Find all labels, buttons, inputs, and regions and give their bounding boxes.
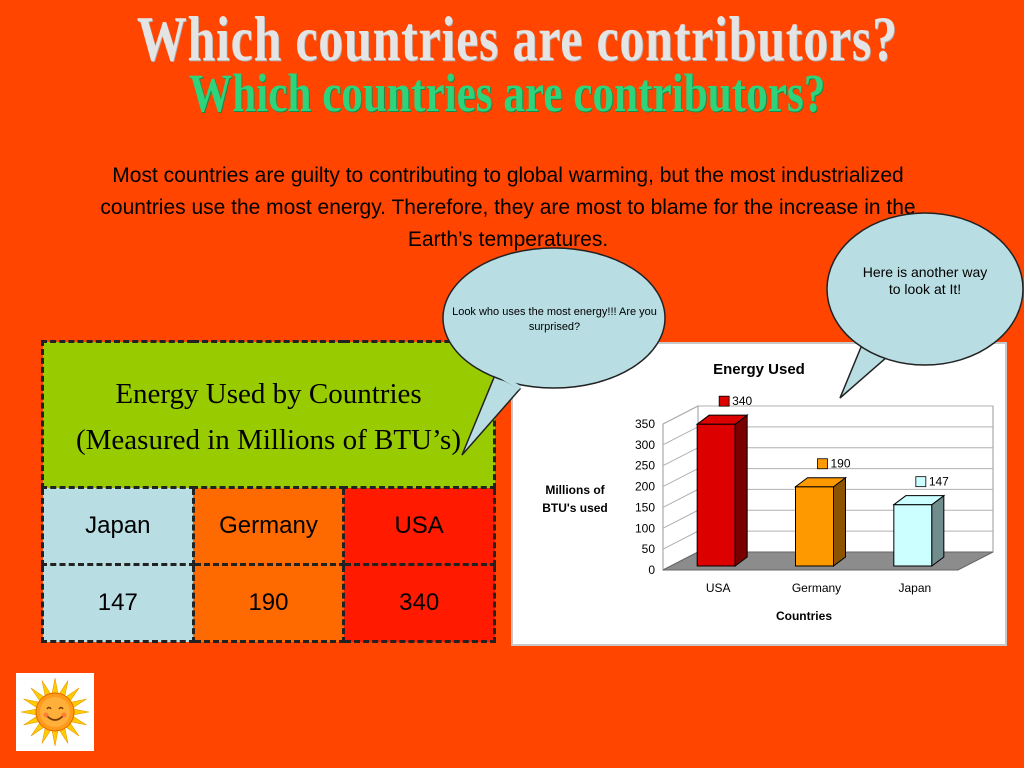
x-axis-label: Countries bbox=[776, 609, 832, 623]
sun-icon bbox=[20, 677, 90, 747]
y-tick-label: 200 bbox=[635, 480, 655, 494]
y-axis-label-line2: BTU's used bbox=[542, 501, 608, 515]
chart-gridline bbox=[662, 405, 993, 425]
bar-usa-side bbox=[734, 414, 748, 567]
table-header: Energy Used by Countries (Measured in Mi… bbox=[41, 340, 496, 489]
bar-usa-top bbox=[695, 414, 749, 425]
y-tick-label: 0 bbox=[648, 563, 655, 577]
bar-japan bbox=[893, 504, 933, 567]
speech-bubble-right-text: Here is another way to look at It! bbox=[862, 264, 988, 297]
y-tick-label: 150 bbox=[635, 500, 655, 514]
table-cell-japan-name: Japan bbox=[41, 486, 195, 566]
x-tick-label: USA bbox=[706, 581, 731, 595]
sun-ray bbox=[20, 708, 38, 716]
slide-title: Which countries are contributors? bbox=[189, 63, 826, 123]
slide-title-shadow: Which countries are contributors? bbox=[136, 3, 898, 74]
x-tick-label: Japan bbox=[898, 581, 931, 595]
bar-usa bbox=[696, 423, 736, 567]
y-tick-label: 350 bbox=[635, 417, 655, 431]
sun-ray bbox=[72, 708, 90, 716]
data-label-key bbox=[817, 458, 828, 470]
table-cell-usa-value: 340 bbox=[342, 563, 496, 643]
data-label: 340 bbox=[732, 394, 752, 408]
sun-ray bbox=[51, 677, 59, 695]
intro-paragraph: Most countries are guilty to contributin… bbox=[100, 164, 916, 251]
x-tick-label: Germany bbox=[792, 581, 841, 595]
bar-germany bbox=[795, 486, 834, 567]
energy-chart: Energy Used Millions of BTU's used Count… bbox=[542, 361, 994, 623]
bar-japan-top bbox=[892, 495, 946, 506]
table-header-line2: (Measured in Millions of BTU’s) bbox=[75, 423, 461, 456]
speech-bubble-left-text: Look who uses the most energy!!! Are you… bbox=[452, 306, 657, 333]
y-tick-label: 250 bbox=[635, 459, 655, 473]
bar-germany-top bbox=[794, 477, 847, 488]
y-tick-label: 300 bbox=[635, 438, 655, 452]
data-label-key bbox=[915, 476, 927, 488]
y-axis-label-line1: Millions of bbox=[545, 483, 605, 497]
data-label-key bbox=[718, 395, 730, 407]
energy-table: Energy Used by Countries (Measured in Mi… bbox=[41, 340, 496, 643]
table-cell-usa-name: USA bbox=[342, 486, 496, 566]
y-tick-label: 100 bbox=[635, 521, 655, 535]
data-label: 147 bbox=[929, 475, 949, 489]
bar-germany-side bbox=[833, 476, 846, 567]
table-header-line1: Energy Used by Countries bbox=[115, 377, 422, 410]
table-cell-germany-value: 190 bbox=[191, 563, 346, 643]
sun-clipart bbox=[16, 673, 94, 751]
data-label: 190 bbox=[831, 457, 851, 471]
sun-ray bbox=[51, 729, 59, 747]
chart-title: Energy Used bbox=[713, 361, 805, 378]
table-cell-germany-name: Germany bbox=[191, 486, 346, 566]
bar-japan-side bbox=[931, 494, 945, 567]
chart-panel: Energy Used Millions of BTU's used Count… bbox=[511, 342, 1007, 646]
y-tick-label: 50 bbox=[642, 542, 656, 556]
chart-side-wall bbox=[662, 405, 699, 571]
table-cell-japan-value: 147 bbox=[41, 563, 195, 643]
